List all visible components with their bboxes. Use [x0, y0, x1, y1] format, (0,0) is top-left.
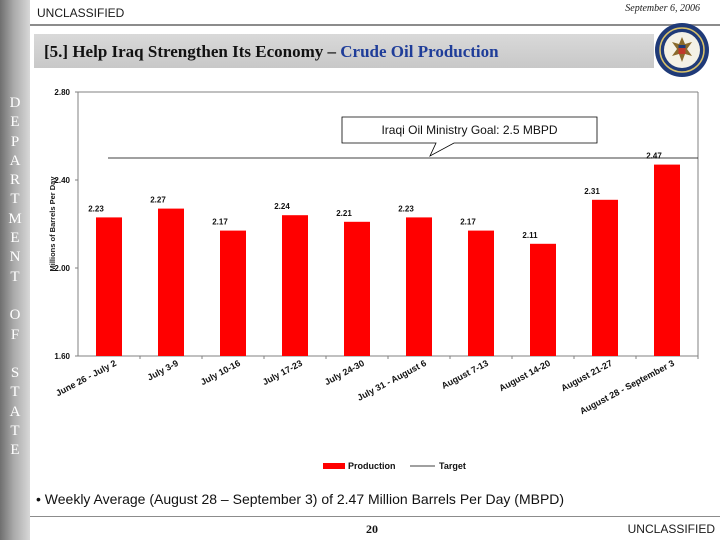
sidebar-letter: P: [10, 133, 20, 150]
x-tick-label: July 10-16: [199, 358, 242, 387]
bar-value-label: 2.24: [274, 202, 290, 211]
y-axis-title: Millions of Barrels Per Day: [48, 176, 57, 272]
y-tick-label: 2.80: [54, 88, 70, 97]
sidebar-letter: E: [10, 114, 20, 131]
sidebar-letter: A: [9, 152, 21, 169]
y-tick-labels: 1.60 2.00 2.40 2.80: [54, 88, 78, 361]
production-bar: [282, 215, 308, 356]
title-band: [34, 34, 654, 68]
sidebar-letter: E: [10, 442, 20, 459]
slide-title: [5.] Help Iraq Strengthen Its Economy – …: [44, 42, 499, 62]
production-bar: [406, 217, 432, 356]
bar-value-label: 2.47: [646, 152, 662, 161]
x-tick-label: August 7-13: [440, 358, 490, 391]
sidebar-letter: D: [9, 95, 21, 111]
footer-divider: [30, 516, 720, 517]
sidebar-letter: T: [10, 423, 20, 440]
production-bar: [344, 221, 370, 356]
goal-callout: Iraqi Oil Ministry Goal: 2.5 MBPD: [341, 116, 598, 157]
y-tick-label: 2.40: [54, 176, 70, 185]
bar-value-label: 2.27: [150, 196, 166, 205]
production-bar: [468, 230, 494, 356]
production-bar: [654, 164, 680, 356]
page-number: 20: [366, 522, 378, 536]
x-tick-label: June 26 - July 2: [54, 358, 118, 398]
classification-marking-bottom: UNCLASSIFIED: [627, 522, 715, 536]
sidebar-letter: T: [10, 384, 20, 401]
production-bar: [96, 217, 122, 356]
sidebar-letter: S: [10, 365, 20, 382]
header-divider: [30, 24, 720, 26]
department-of-state-seal-icon: [655, 23, 709, 77]
goal-callout-text: Iraqi Oil Ministry Goal: 2.5 MBPD: [381, 123, 557, 137]
slide-title-prefix: [5.] Help Iraq Strengthen Its Economy –: [44, 42, 341, 61]
sidebar-letter: T: [10, 191, 20, 208]
weekly-average-note: • Weekly Average (August 28 – September …: [36, 491, 565, 507]
production-bars: [96, 164, 680, 356]
sidebar-letter: R: [9, 172, 20, 189]
crude-oil-production-chart: Millions of Barrels Per Day 1.60 2.00 2.40…: [48, 88, 699, 471]
bar-value-label: 2.21: [336, 209, 352, 218]
bar-value-label: 2.11: [522, 231, 538, 240]
x-tick-labels: June 26 - July 2 July 3-9 July 10-16 July 1…: [54, 356, 699, 416]
sidebar-letter: A: [9, 403, 21, 420]
production-bar: [158, 208, 184, 356]
x-tick-label: July 3-9: [146, 358, 180, 383]
bar-value-label: 2.31: [584, 187, 600, 196]
sidebar-letter: T: [10, 268, 20, 285]
chart-legend: Production Target: [323, 461, 466, 471]
slide-title-accent: Crude Oil Production: [340, 42, 499, 61]
x-tick-label: July 31 - August 6: [356, 358, 428, 403]
bar-value-label: 2.17: [212, 218, 228, 227]
bar-value-label: 2.17: [460, 218, 476, 227]
goal-callout-box: [341, 116, 598, 157]
legend-production-label: Production: [348, 461, 396, 471]
x-tick-label: August 14-20: [497, 358, 552, 393]
sidebar-letter: N: [9, 249, 21, 266]
y-tick-label: 2.00: [54, 264, 70, 273]
sidebar-letter: O: [9, 307, 21, 324]
bar-value-labels: 2.23 2.27 2.17 2.24 2.21 2.23 2.17 2.11 2.31 2.47: [88, 152, 662, 240]
production-bar: [530, 243, 556, 356]
classification-marking-top: UNCLASSIFIED: [37, 6, 125, 20]
production-bar: [220, 230, 246, 356]
x-tick-label: July 24-30: [323, 358, 366, 387]
x-tick-label: July 17-23: [261, 358, 304, 387]
slide-date: September 6, 2006: [625, 3, 700, 14]
x-tick-label: August 21-27: [559, 358, 614, 393]
legend-production-swatch: [323, 463, 345, 469]
sidebar-letter: F: [10, 326, 20, 343]
sidebar-letter-gap: [0, 345, 30, 364]
production-bar: [592, 199, 618, 356]
sidebar-letter: M: [8, 210, 22, 227]
sidebar-letter: E: [10, 230, 20, 247]
sidebar-letter-gap: [0, 287, 30, 306]
y-tick-label: 1.60: [54, 352, 70, 361]
legend-target-label: Target: [439, 461, 466, 471]
bar-value-label: 2.23: [88, 204, 104, 213]
bar-value-label: 2.23: [398, 204, 414, 213]
